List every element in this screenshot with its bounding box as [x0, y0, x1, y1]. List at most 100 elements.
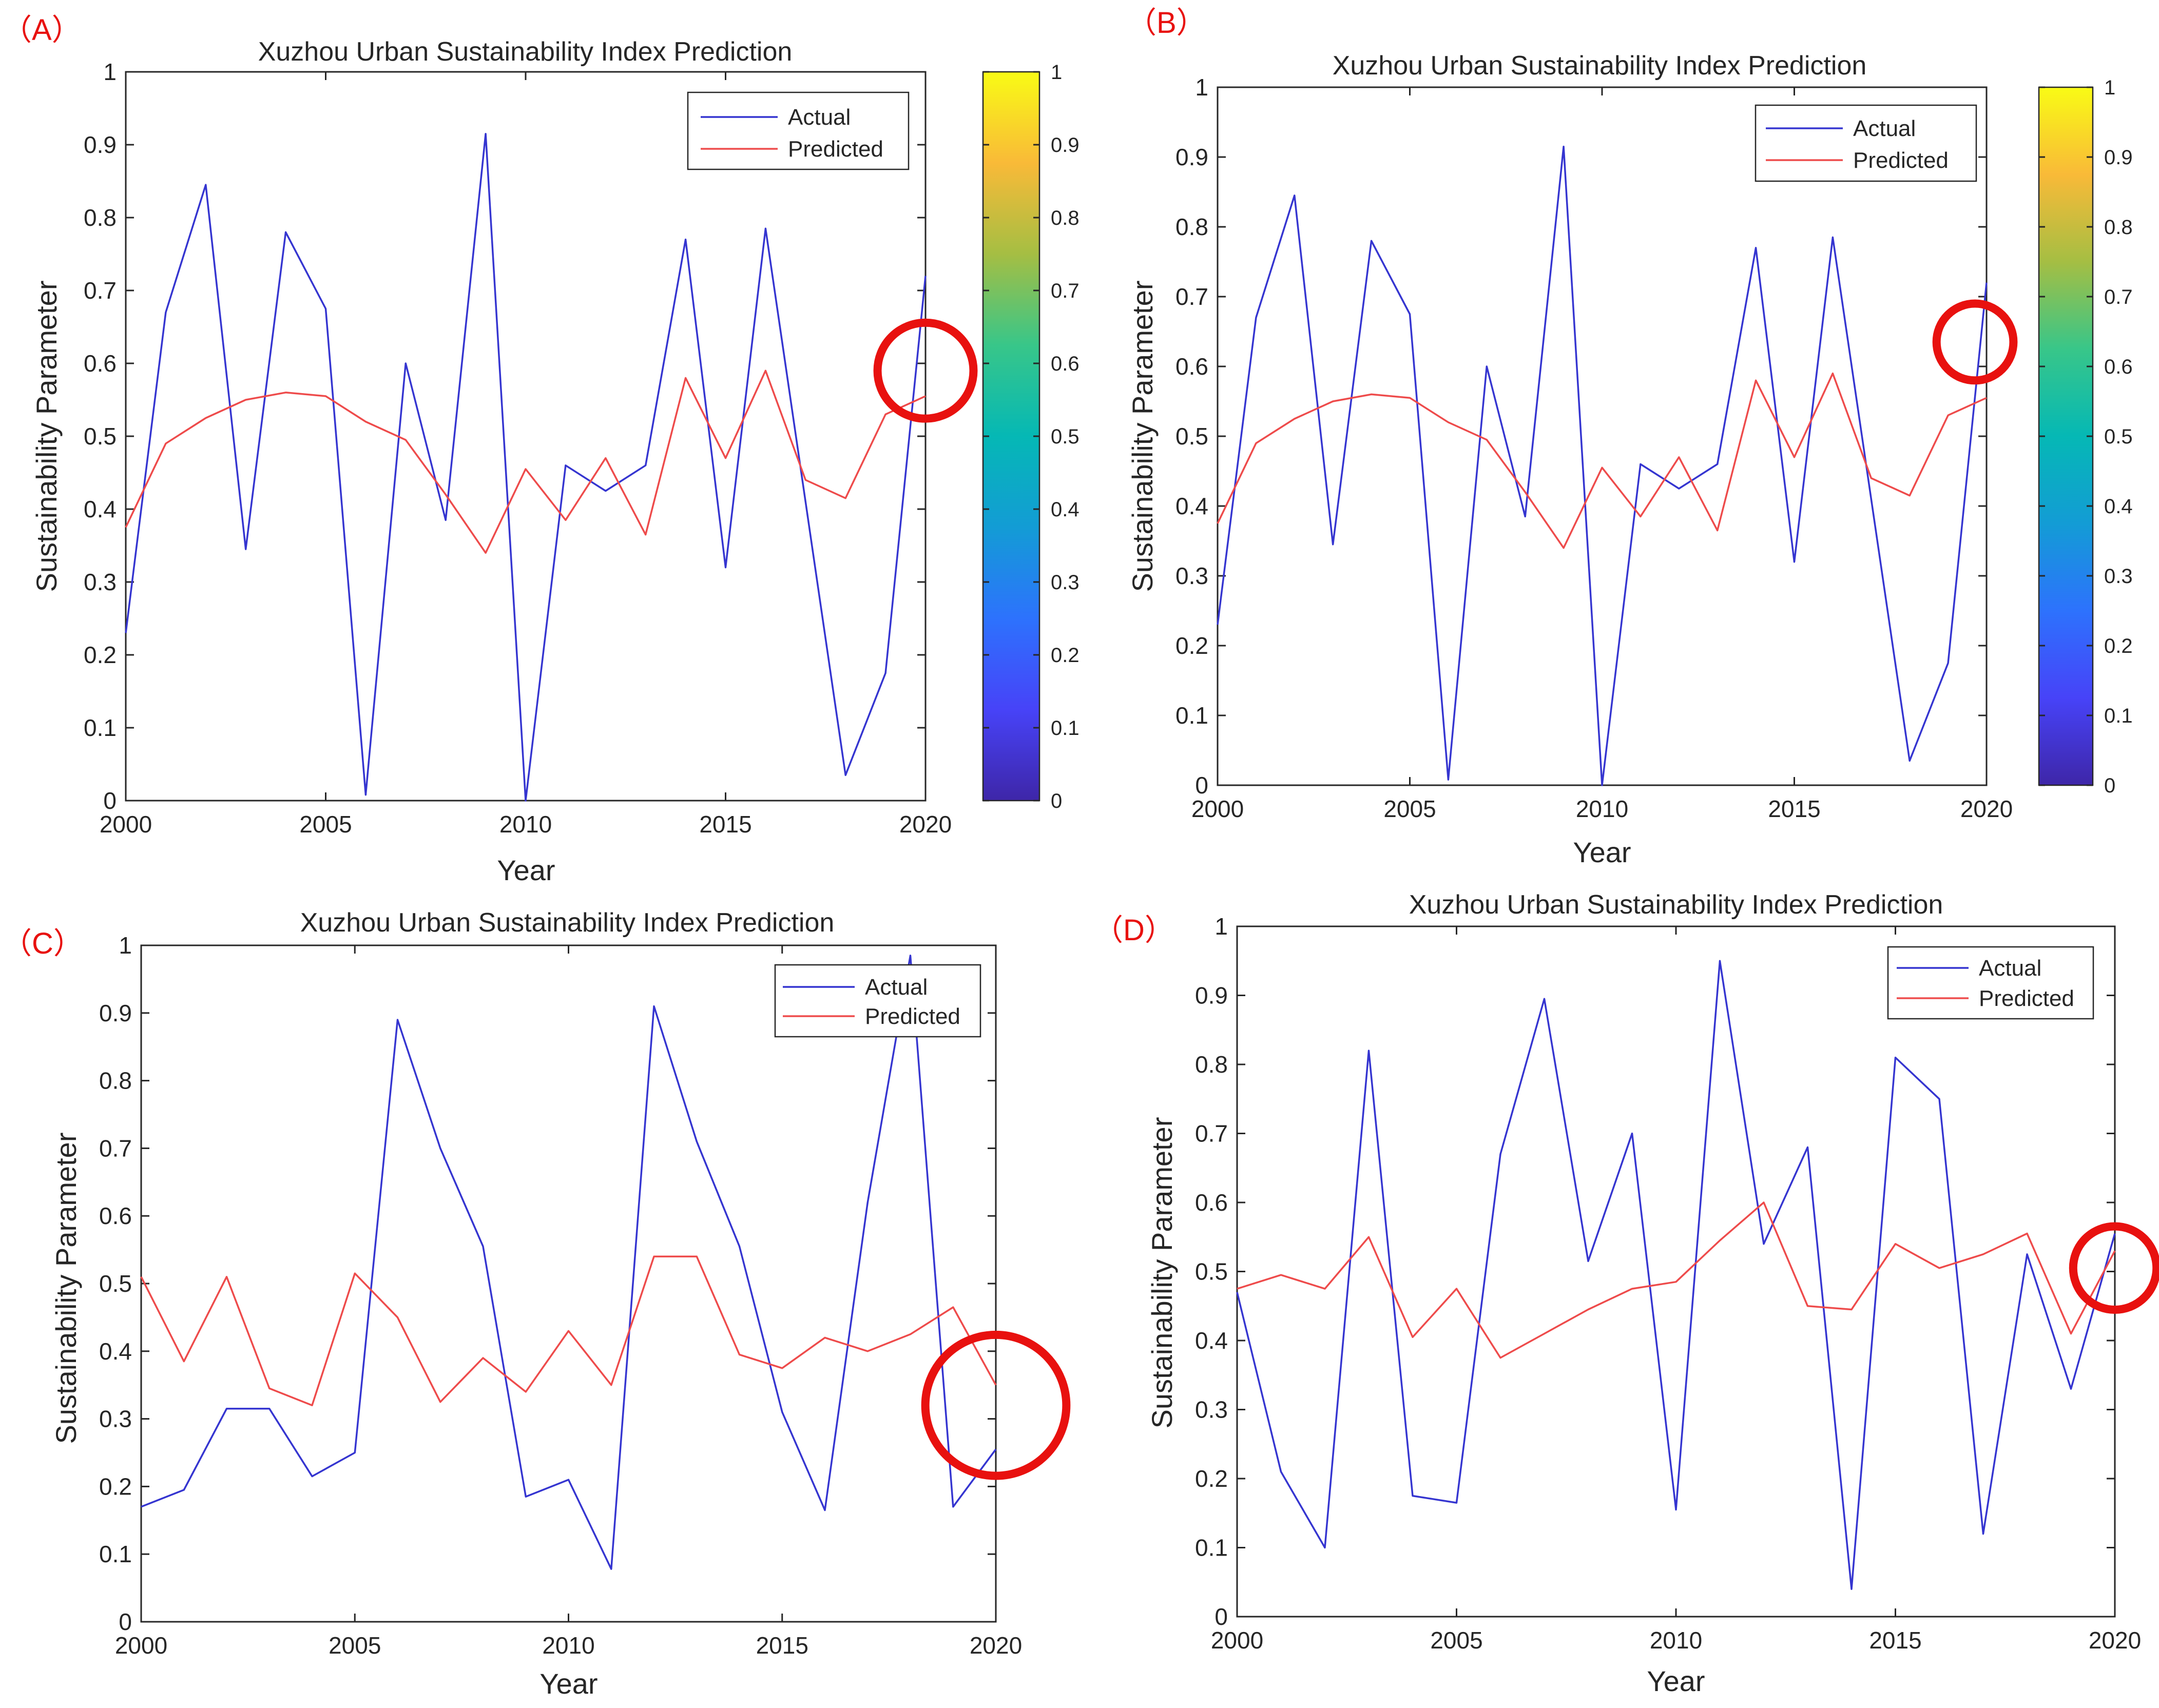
y-tick-label: 0.5	[1175, 423, 1208, 450]
y-tick-label: 0.9	[99, 1000, 132, 1026]
x-tick-label: 2020	[1960, 795, 2013, 822]
predicted-series-line	[125, 370, 926, 554]
colorbar-tick-label: 0	[1051, 790, 1062, 812]
y-tick-label: 0.2	[99, 1473, 132, 1500]
y-tick-label: 0.9	[84, 131, 117, 158]
chart-title: Xuzhou Urban Sustainability Index Predic…	[300, 908, 835, 938]
colorbar-tick-label: 0.1	[2104, 705, 2133, 727]
axes: 0 0.1 0.2 0.3 0.4 0.5 0.6 0.7 0.8 0.9 1 2000 2005 201…	[1195, 913, 2141, 1654]
chart-title: Xuzhou Urban Sustainability Index Predic…	[258, 37, 793, 67]
highlight	[1932, 299, 2018, 385]
y-tick-label: 0.8	[84, 204, 117, 231]
x-tick-label: 2015	[756, 1632, 808, 1659]
legend-actual-label: Actual	[1979, 956, 2041, 981]
legend-actual-label: Actual	[865, 975, 928, 1000]
y-tick-label: 0.5	[1195, 1258, 1228, 1285]
y-tick-label: 0.4	[99, 1338, 132, 1365]
y-tick-label: 0.1	[99, 1541, 132, 1567]
y-tick-label: 0.1	[1195, 1535, 1228, 1561]
x-axis-label: Year	[539, 1667, 597, 1700]
y-tick-label: 0	[1195, 772, 1208, 799]
chart-title: Xuzhou Urban Sustainability Index Predic…	[1333, 51, 1867, 81]
legend-box	[687, 91, 910, 170]
colorbar: 0 0.1 0.2 0.3 0.4 0.5 0.6 0.7 0.8 0.9 1	[982, 61, 1080, 812]
predicted-series-line	[1237, 1201, 2116, 1359]
legend-predicted-label: Predicted	[865, 1004, 960, 1029]
plot-area	[1217, 86, 1988, 786]
y-tick-label: 1	[1215, 913, 1228, 940]
axes: 0 0.1 0.2 0.3 0.4 0.5 0.6 0.7 0.8 0.9 1 2000 2005 201…	[84, 59, 952, 838]
legend-actual-label: Actual	[1853, 116, 1916, 141]
colorbar: 0 0.1 0.2 0.3 0.4 0.5 0.6 0.7 0.8 0.9 1	[2038, 76, 2133, 797]
legend-actual-label: Actual	[788, 105, 851, 130]
y-axis-label: Sustainability Parameter	[30, 281, 63, 592]
y-tick-label: 0	[119, 1608, 132, 1635]
actual-series-line	[1217, 145, 1988, 786]
x-tick-label: 2015	[1768, 795, 1820, 822]
y-tick-label: 0.2	[1195, 1465, 1228, 1492]
colorbar-tick-label: 0.4	[1051, 498, 1080, 521]
x-tick-label: 2000	[1191, 795, 1244, 822]
x-tick-label: 2000	[100, 811, 152, 838]
y-tick-label: 0.1	[84, 714, 117, 741]
x-tick-label: 2010	[1650, 1627, 1702, 1654]
panel-label: （C）	[2, 927, 83, 960]
axes: 0 0.1 0.2 0.3 0.4 0.5 0.6 0.7 0.8 0.9 1 2000 2005 201…	[1175, 74, 2013, 822]
legend-predicted-label: Predicted	[1853, 148, 1949, 173]
y-tick-label: 0.5	[99, 1270, 132, 1297]
y-tick-label: 0.7	[1175, 283, 1208, 310]
y-tick-label: 0.5	[84, 423, 117, 450]
colorbar-tick-label: 1	[2104, 76, 2115, 99]
legend-box	[1755, 104, 1977, 182]
colorbar-tick-label: 0.5	[1051, 425, 1080, 448]
x-tick-label: 2020	[2089, 1627, 2141, 1654]
colorbar-tick-label: 0.9	[1051, 134, 1080, 157]
x-tick-label: 2010	[542, 1632, 594, 1659]
colorbar-tick-label: 0.8	[1051, 207, 1080, 229]
y-tick-label: 0.4	[1195, 1327, 1228, 1354]
highlight-circle	[1932, 299, 2018, 385]
y-tick-label: 0.6	[1195, 1189, 1228, 1216]
colorbar-ticks: 0 0.1 0.2 0.3 0.4 0.5 0.6 0.7 0.8 0.9 1	[2039, 76, 2133, 797]
highlight-circle	[2069, 1222, 2159, 1314]
axes: 0 0.1 0.2 0.3 0.4 0.5 0.6 0.7 0.8 0.9 1 2000 2005 201…	[99, 932, 1022, 1659]
colorbar-tick-label: 0.7	[1051, 280, 1080, 302]
y-axis-label: Sustainability Parameter	[50, 1133, 82, 1444]
y-tick-label: 1	[119, 932, 132, 959]
y-tick-label: 0.1	[1175, 702, 1208, 729]
y-tick-label: 0.9	[1175, 144, 1208, 170]
x-axis-label: Year	[1647, 1665, 1705, 1697]
x-axis-label: Year	[497, 854, 555, 886]
colorbar-tick-label: 0.4	[2104, 495, 2133, 518]
colorbar-tick-label: 0.7	[2104, 286, 2133, 308]
plot-area	[140, 944, 997, 1623]
x-tick-label: 2015	[1869, 1627, 1921, 1654]
x-tick-label: 2005	[299, 811, 352, 838]
actual-series-line	[1236, 960, 2116, 1590]
y-tick-label: 0.7	[84, 277, 117, 304]
chart-title: Xuzhou Urban Sustainability Index Predic…	[1409, 890, 1943, 920]
colorbar-ticks: 0 0.1 0.2 0.3 0.4 0.5 0.6 0.7 0.8 0.9 1	[983, 61, 1080, 812]
colorbar-tick-label: 1	[1051, 61, 1062, 84]
legend: Actual Predicted	[687, 91, 910, 170]
actual-series-line	[141, 955, 997, 1570]
panel-b: （B） Xuzhou Urban Sustainability Index Pr…	[1126, 6, 2133, 868]
x-tick-label: 2020	[970, 1632, 1022, 1659]
colorbar-tick-label: 0.5	[2104, 425, 2133, 448]
x-tick-label: 2005	[1383, 795, 1436, 822]
panel-label: （D）	[1093, 914, 1174, 947]
series-lines	[140, 955, 997, 1570]
y-axis-label: Sustainability Parameter	[1126, 281, 1159, 592]
x-tick-label: 2000	[115, 1632, 167, 1659]
highlight-circle	[873, 318, 978, 423]
y-axis-label: Sustainability Parameter	[1146, 1117, 1178, 1429]
legend-box	[1887, 946, 2094, 1020]
colorbar-tick-label: 0.2	[2104, 635, 2133, 657]
x-tick-label: 2015	[699, 811, 751, 838]
legend: Actual Predicted	[1887, 946, 2094, 1020]
legend-predicted-label: Predicted	[1979, 986, 2074, 1011]
y-tick-label: 0.8	[1175, 214, 1208, 240]
y-tick-label: 1	[103, 59, 117, 85]
colorbar-tick-label: 0.2	[1051, 644, 1080, 667]
